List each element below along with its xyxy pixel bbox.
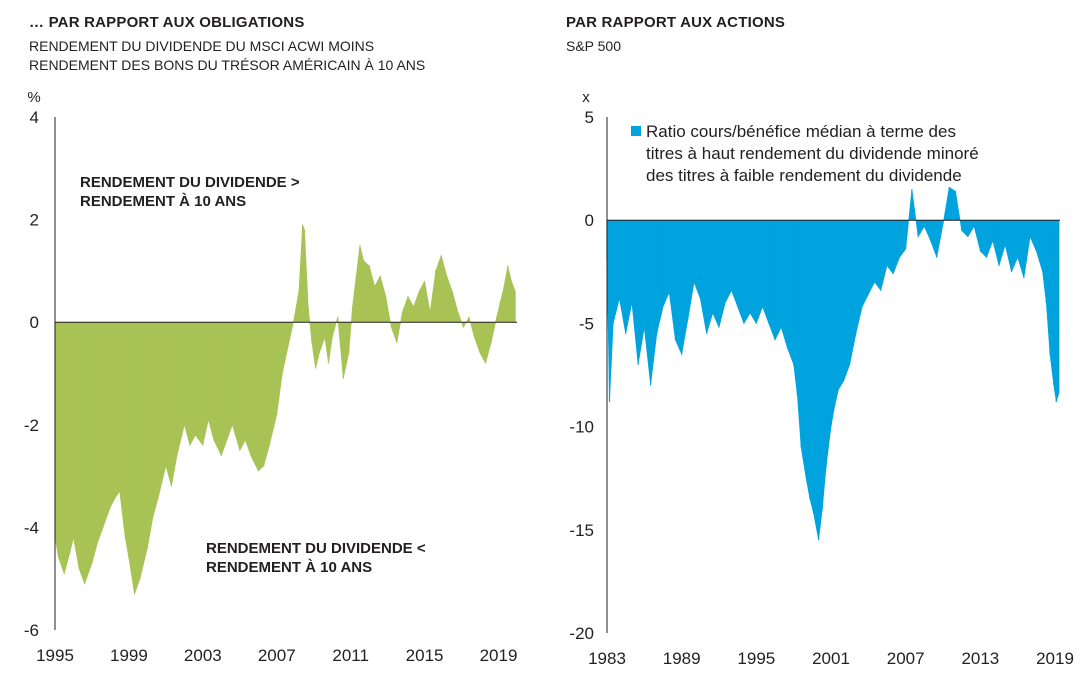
y-tick-label: -4 [24, 518, 39, 537]
annotation-above-line-2: RENDEMENT À 10 ANS [80, 193, 246, 210]
y-tick-label: -15 [569, 521, 594, 540]
annotation-below-line-2: RENDEMENT À 10 ANS [206, 559, 372, 576]
y-tick-label: -5 [579, 314, 594, 333]
legend-swatch [631, 126, 641, 136]
equities-chart-svg: 5 0 -5 -10 -15 -20 x 1983 1989 1995 2001 2007 2013 20… [569, 89, 1074, 668]
annotation-below-line-1: RENDEMENT DU DIVIDENDE < [206, 540, 426, 557]
annotation-above-line-1: RENDEMENT DU DIVIDENDE > [80, 174, 300, 191]
data-area [54, 224, 516, 595]
chart-title: … PAR RAPPORT AUX OBLIGATIONS [29, 14, 305, 31]
x-tick-label: 2011 [332, 646, 369, 665]
y-tick-label: -6 [24, 621, 39, 640]
equities-chart-panel: PAR RAPPORT AUX ACTIONS S&P 500 5 0 -5 -10 -… [545, 0, 1090, 684]
x-tick-label: 1989 [663, 649, 701, 668]
x-tick-label: 2013 [961, 649, 999, 668]
x-tick-label: 2019 [480, 646, 518, 665]
y-tick-label: 0 [30, 313, 39, 332]
bonds-chart-svg: 4 2 0 -2 -4 -6% 1995 1999 2003 2007 2011 2015 2019 RE… [24, 89, 518, 665]
y-tick-label: -20 [569, 624, 594, 643]
x-tick-label: 2019 [1036, 649, 1074, 668]
legend-label-line: Ratio cours/bénéfice médian à terme des [646, 122, 956, 141]
legend-label-line: titres à haut rendement du dividende min… [646, 144, 979, 163]
x-tick-label: 1983 [588, 649, 626, 668]
y-tick-label: 0 [585, 211, 594, 230]
x-tick-label: 2003 [184, 646, 222, 665]
legend-label-line: des titres à faible rendement du dividen… [646, 166, 962, 185]
y-unit-label: % [27, 89, 40, 106]
bonds-chart-panel: … PAR RAPPORT AUX OBLIGATIONS RENDEMENT … [0, 0, 540, 684]
x-tick-label: 1999 [110, 646, 148, 665]
y-unit-label: x [582, 89, 590, 106]
y-tick-label: -10 [569, 418, 594, 437]
y-tick-label: 2 [30, 211, 39, 230]
chart-subtitle-line-2: RENDEMENT DES BONS DU TRÉSOR AMÉRICAIN À… [29, 57, 426, 73]
y-tick-label: 4 [30, 108, 39, 127]
chart-title: PAR RAPPORT AUX ACTIONS [566, 14, 786, 31]
y-tick-label: -2 [24, 416, 39, 435]
chart-subtitle: S&P 500 [566, 38, 622, 54]
x-tick-label: 2001 [812, 649, 850, 668]
y-tick-label: 5 [585, 108, 594, 127]
chart-subtitle-line-1: RENDEMENT DU DIVIDENDE DU MSCI ACWI MOIN… [29, 38, 375, 54]
x-tick-label: 1995 [36, 646, 74, 665]
data-area [606, 186, 1060, 541]
x-tick-label: 2015 [406, 646, 444, 665]
x-tick-label: 1995 [737, 649, 775, 668]
x-tick-label: 2007 [887, 649, 925, 668]
x-tick-label: 2007 [258, 646, 296, 665]
